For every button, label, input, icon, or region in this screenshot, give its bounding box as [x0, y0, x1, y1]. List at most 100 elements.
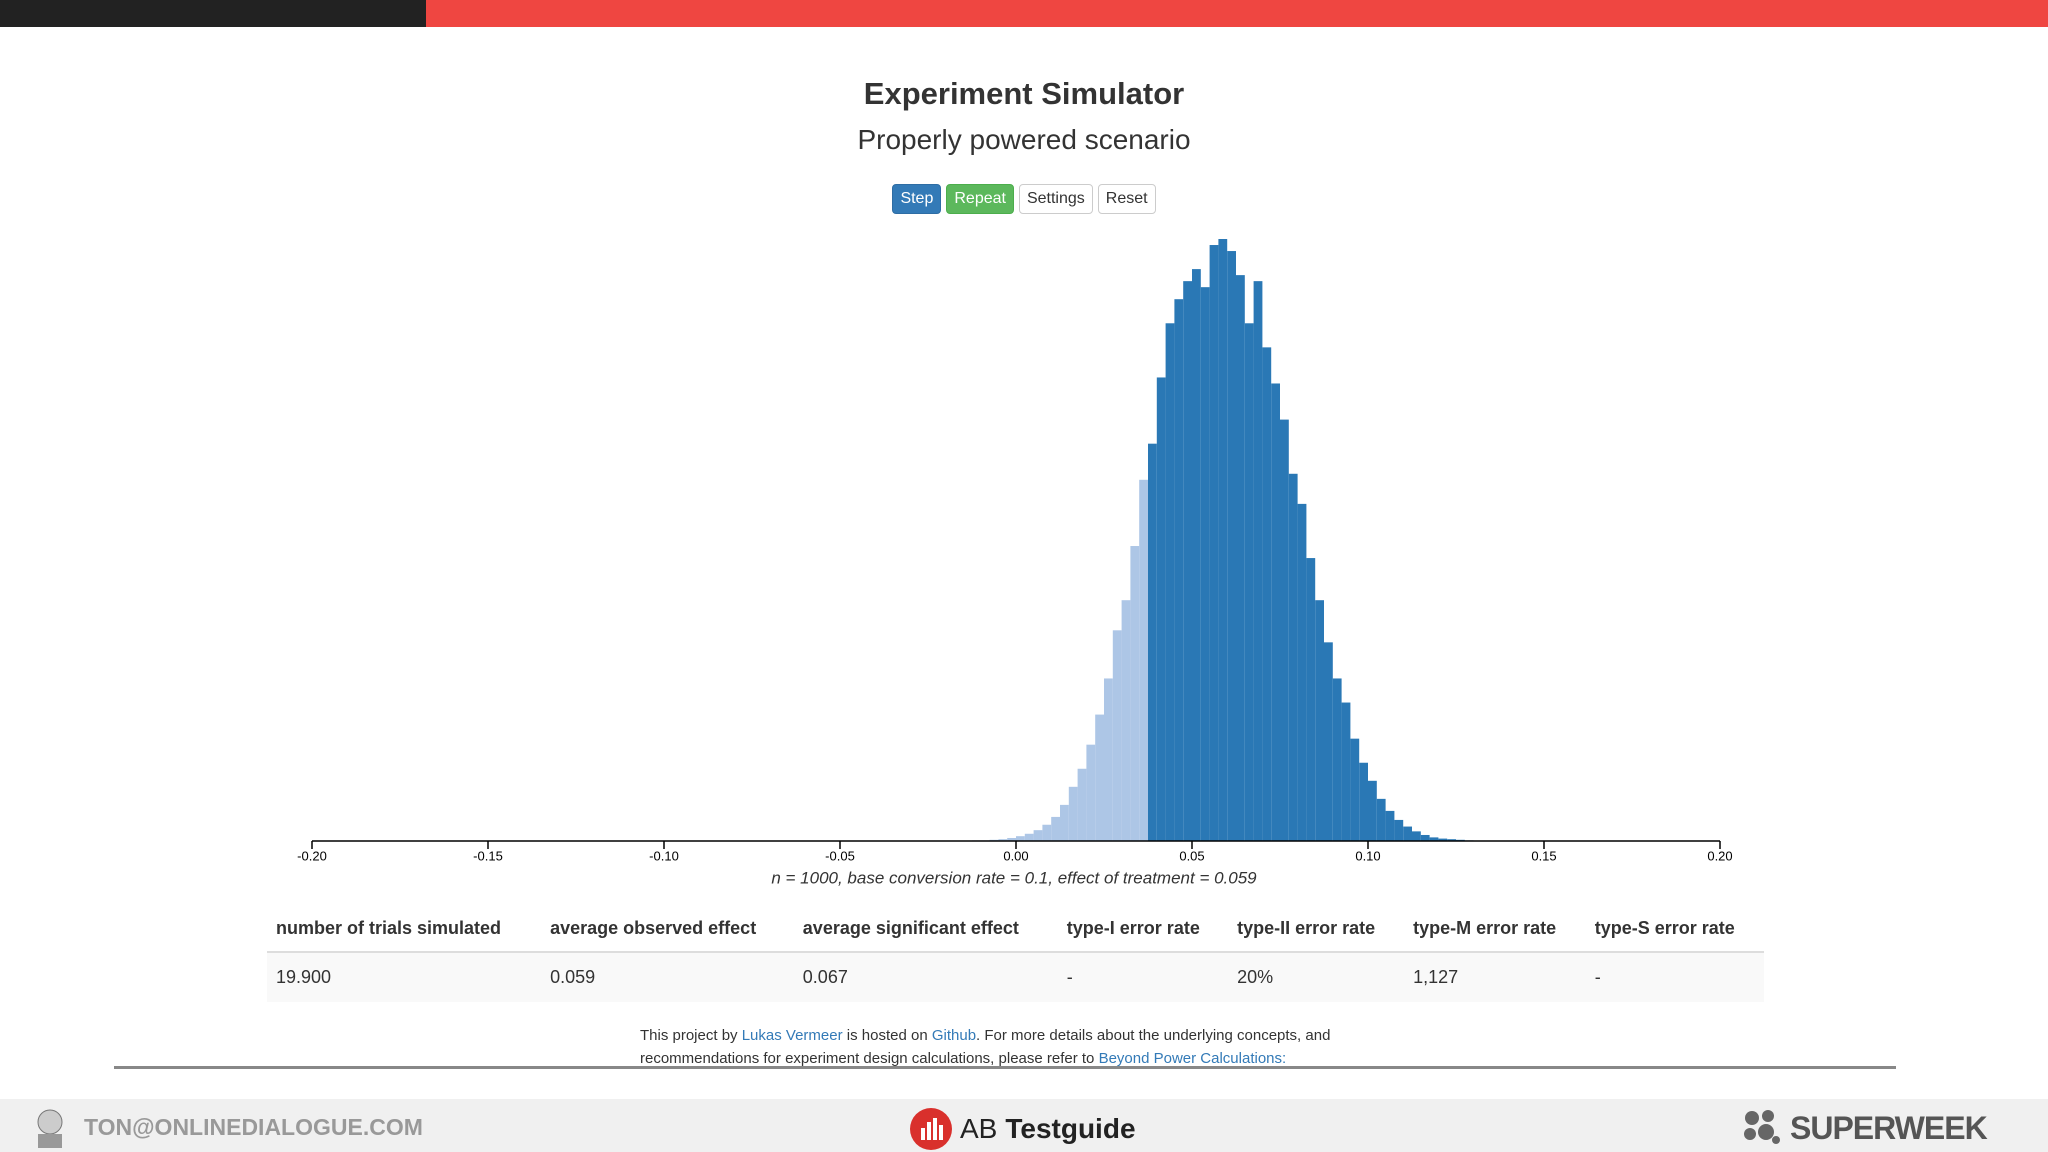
brand: AB Testguide	[910, 1108, 1136, 1150]
bar	[1095, 714, 1104, 841]
table-body: 19.900 0.059 0.067-20% 1,127-	[267, 952, 1764, 1002]
bar	[1227, 251, 1236, 842]
results-table: number of trials simulated average observ…	[267, 906, 1764, 1002]
reference-link[interactable]: Beyond Power Calculations:	[1098, 1050, 1287, 1067]
repo-link[interactable]: Github	[931, 1027, 977, 1044]
bar	[1429, 837, 1439, 841]
text: This project by	[640, 1027, 738, 1044]
bar	[1121, 600, 1131, 841]
bar	[1024, 833, 1034, 841]
settings-button[interactable]: Settings	[1018, 184, 1093, 214]
bar	[1236, 275, 1245, 841]
bar	[1033, 830, 1043, 841]
x-tick-label: 0.10	[1355, 848, 1380, 863]
bar	[1297, 503, 1307, 841]
table-row: 19.900 0.059 0.067-20% 1,127-	[267, 952, 1764, 1002]
button-group: Step Repeat Settings Reset	[0, 184, 2048, 214]
bar	[1156, 377, 1166, 841]
bar	[1086, 744, 1096, 841]
bar	[1007, 837, 1016, 841]
bar	[1174, 299, 1184, 841]
column-header: type-S error rate	[1585, 906, 1764, 953]
bar	[1420, 834, 1430, 841]
bar	[998, 839, 1008, 841]
bar	[1148, 443, 1157, 841]
event-logo	[1744, 1110, 1780, 1144]
bar	[1341, 702, 1351, 841]
step-button[interactable]: Step	[892, 184, 942, 214]
x-tick-label: 0.15	[1531, 848, 1556, 863]
column-header: type-II error rate	[1228, 906, 1405, 953]
text: recommendations for experiment design ca…	[640, 1050, 1095, 1067]
x-tick-label: 0.05	[1179, 848, 1204, 863]
x-tick-label: -0.10	[649, 848, 679, 863]
bar	[1306, 558, 1316, 841]
bar	[1104, 678, 1113, 841]
table-cell: 0.067	[793, 952, 1058, 1002]
text: is hosted on	[846, 1027, 928, 1044]
bar	[1218, 239, 1228, 841]
bar	[1376, 798, 1386, 841]
table-header: number of trials simulated average observ…	[267, 906, 1764, 953]
bar	[1139, 479, 1148, 841]
bar	[1192, 269, 1201, 842]
bar	[1244, 323, 1254, 841]
bar	[1130, 546, 1140, 841]
table-cell: 1,127	[1404, 952, 1586, 1002]
column-header: average observed effect	[541, 906, 794, 953]
bar	[1165, 323, 1175, 841]
bar	[1315, 600, 1324, 841]
bar	[1447, 839, 1456, 841]
bar	[1042, 824, 1052, 841]
top-bar	[0, 0, 426, 27]
bar	[1271, 383, 1280, 841]
bar	[1200, 287, 1210, 841]
bar	[1280, 419, 1289, 841]
event-name: SUPERWEEK	[1790, 1110, 1988, 1146]
text: . For more details about the underlying …	[976, 1027, 1331, 1044]
bar	[1385, 810, 1395, 841]
divider	[114, 1066, 1896, 1069]
bar	[1368, 780, 1377, 841]
bar	[1350, 738, 1360, 841]
bottom-bar	[0, 1099, 2048, 1152]
bar	[1394, 819, 1404, 841]
bar	[1324, 642, 1333, 841]
avatar	[37, 1109, 63, 1148]
chart: n = 1000, base conversion rate = 0.1, ef…	[297, 239, 1733, 887]
footer-text: This project by Lukas Vermeer is hosted …	[640, 1024, 1330, 1070]
bar	[1253, 281, 1263, 841]
bar	[1016, 836, 1025, 841]
x-tick-label: 0.20	[1707, 848, 1732, 863]
subtitle: Properly powered scenario	[857, 124, 1191, 155]
x-tick-label: -0.05	[825, 848, 855, 863]
table-cell: -	[1057, 952, 1229, 1002]
bar	[1060, 804, 1069, 841]
bar	[1077, 768, 1087, 841]
brand-logo	[910, 1108, 952, 1150]
table-cell: 0.059	[541, 952, 794, 1002]
table-cell: 20%	[1228, 952, 1405, 1002]
table-cell: -	[1585, 952, 1764, 1002]
bar	[1332, 678, 1342, 841]
bar	[1209, 245, 1219, 841]
bar	[1262, 347, 1272, 841]
column-header: number of trials simulated	[267, 906, 542, 953]
bar	[1438, 838, 1448, 841]
bar	[1112, 630, 1122, 841]
top-bar-accent	[426, 0, 2048, 27]
column-header: average significant effect	[793, 906, 1058, 953]
bar	[1412, 831, 1421, 841]
brand-text: AB	[960, 1113, 998, 1144]
title: Experiment Simulator	[863, 76, 1185, 111]
bar	[1359, 762, 1368, 841]
email: TON@ONLINEDIALOGUE.COM	[84, 1114, 423, 1140]
repeat-button[interactable]: Repeat	[946, 184, 1014, 214]
author-link[interactable]: Lukas Vermeer	[741, 1027, 843, 1044]
bar	[1068, 786, 1078, 841]
bar	[1403, 826, 1412, 841]
column-header: type-I error rate	[1057, 906, 1229, 953]
reset-button[interactable]: Reset	[1097, 184, 1156, 214]
brand-text: Testguide	[1005, 1113, 1136, 1144]
